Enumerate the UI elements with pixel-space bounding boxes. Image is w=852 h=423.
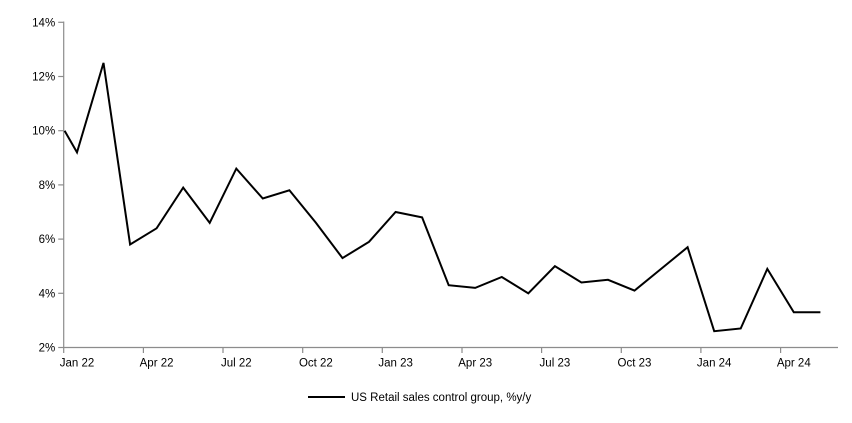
x-tick-label: Oct 23: [618, 358, 652, 370]
x-tick-label: Apr 22: [140, 358, 174, 370]
y-tick-label: 6%: [39, 234, 56, 246]
axes: 14% 12% 10% 8% 6% 4% 2% Jan 22 Apr 22 Jul 22 Oct 2…: [32, 17, 838, 370]
y-tick-label: 8%: [39, 180, 56, 192]
x-tick-label: Oct 22: [299, 358, 333, 370]
x-tick-label: Jan 24: [697, 358, 732, 370]
y-tick-label: 14%: [32, 17, 55, 29]
series: [63, 62, 821, 333]
x-tick-label: Jul 22: [221, 358, 252, 370]
y-tick-label: 10%: [32, 126, 55, 138]
y-tick-label: 4%: [39, 288, 56, 300]
legend-label: US Retail sales control group, %y/y: [351, 392, 531, 404]
x-tick-label: Jan 23: [378, 358, 413, 370]
y-tick-label: 12%: [32, 72, 55, 84]
x-tick-label: Jan 22: [60, 358, 95, 370]
legend: US Retail sales control group, %y/y: [308, 392, 531, 404]
x-tick-label: Apr 23: [458, 358, 492, 370]
x-tick-label: Apr 24: [777, 358, 811, 370]
x-tick-label: Jul 23: [540, 358, 571, 370]
y-tick-label: 2%: [39, 343, 56, 355]
series-polyline: [63, 62, 821, 333]
